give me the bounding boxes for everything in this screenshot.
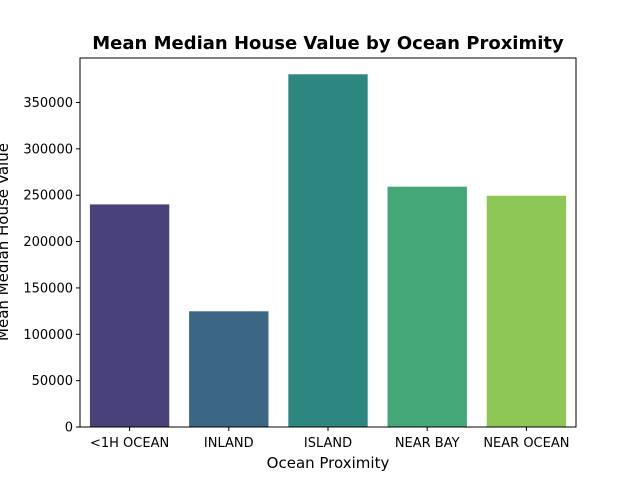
x-tick-label: ISLAND xyxy=(304,436,352,451)
bar-0 xyxy=(89,204,170,427)
x-tick-label: NEAR OCEAN xyxy=(483,436,569,451)
y-axis-ticks: 0 50000 100000 150000 200000 250000 300000 3500… xyxy=(23,96,80,436)
y-tick-label: 250000 xyxy=(23,189,73,204)
x-axis-label: Ocean Proximity xyxy=(267,454,390,472)
bar-1 xyxy=(189,311,269,427)
y-tick-label: 300000 xyxy=(23,142,73,157)
chart-title: Mean Median House Value by Ocean Proximi… xyxy=(92,33,564,54)
bar-2 xyxy=(288,74,368,427)
x-tick-label: NEAR BAY xyxy=(395,436,460,451)
plot-frame xyxy=(79,57,577,428)
bars-group xyxy=(89,74,567,427)
y-tick-label: 150000 xyxy=(23,281,73,296)
y-tick-label: 100000 xyxy=(23,328,73,343)
y-tick-label: 0 xyxy=(65,421,73,436)
y-tick-label: 200000 xyxy=(23,235,73,250)
bar-3 xyxy=(387,186,467,427)
y-axis-label: Mean Median House Value xyxy=(0,143,12,341)
bar-4 xyxy=(486,195,567,427)
x-tick-label: INLAND xyxy=(204,436,254,451)
y-tick-label: 350000 xyxy=(23,96,73,111)
y-tick-label: 50000 xyxy=(32,374,73,389)
x-axis-ticks: <1H OCEAN INLAND ISLAND NEAR BAY NEAR OCEAN xyxy=(90,427,569,451)
x-tick-label: <1H OCEAN xyxy=(90,436,169,451)
